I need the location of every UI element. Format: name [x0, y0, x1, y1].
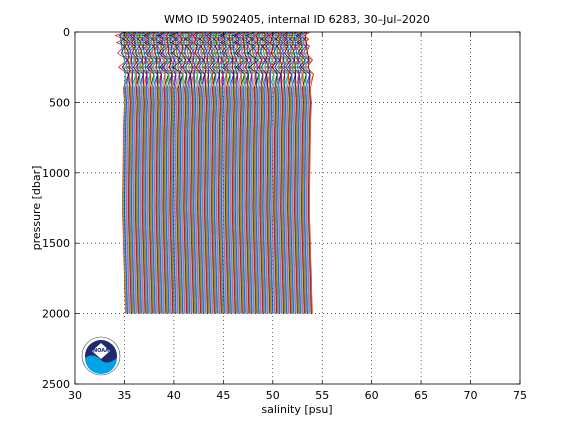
profile-lines	[114, 31, 314, 314]
plot-frame	[74, 31, 521, 385]
x-tick-label: 30	[68, 389, 82, 402]
x-axis-label: salinity [psu]	[261, 403, 332, 416]
y-tick-label: 1000	[42, 167, 70, 180]
y-tick-label: 1500	[42, 237, 70, 250]
y-tick-label: 2000	[42, 308, 70, 321]
axis-ticks	[74, 31, 521, 385]
x-tick-label: 70	[464, 389, 478, 402]
x-tick-label: 45	[216, 389, 230, 402]
chart-title: WMO ID 5902405, internal ID 6283, 30–Jul…	[164, 13, 430, 26]
x-tick-label: 75	[513, 389, 527, 402]
y-axis-tick-labels: 0 500 1000 1500 2000 2500	[42, 26, 70, 391]
y-tick-label: 2500	[42, 378, 70, 391]
logo-sea	[85, 355, 117, 374]
y-axis-label: pressure [dbar]	[30, 166, 43, 251]
x-tick-label: 50	[266, 389, 280, 402]
x-tick-label: 65	[414, 389, 428, 402]
y-tick-label: 500	[49, 96, 70, 109]
x-axis-tick-labels: 30 35 40 45 50 55 60 65 70 75	[68, 389, 527, 402]
noaa-logo: NOAA	[81, 336, 121, 376]
logo-text: NOAA	[93, 348, 109, 354]
profile-line	[303, 31, 314, 314]
y-tick-label: 0	[63, 26, 70, 39]
x-tick-label: 35	[117, 389, 131, 402]
x-tick-label: 60	[365, 389, 379, 402]
logo-bird	[92, 343, 110, 359]
x-tick-label: 40	[167, 389, 181, 402]
x-tick-label: 55	[315, 389, 329, 402]
